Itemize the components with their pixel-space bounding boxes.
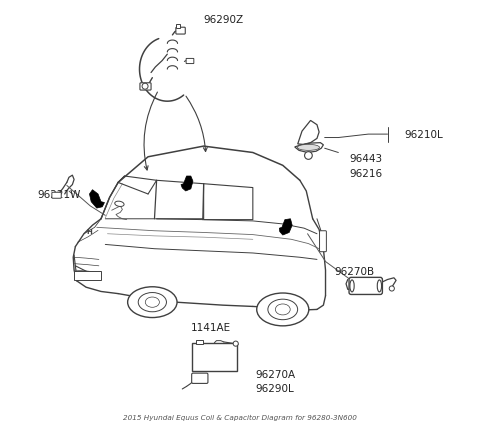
Circle shape — [305, 151, 312, 159]
Text: H: H — [86, 230, 92, 236]
FancyBboxPatch shape — [192, 343, 237, 372]
Text: 96210L: 96210L — [405, 130, 444, 140]
Ellipse shape — [276, 304, 290, 315]
Ellipse shape — [377, 280, 382, 292]
Text: 1141AE: 1141AE — [191, 323, 231, 333]
FancyBboxPatch shape — [186, 58, 194, 63]
FancyBboxPatch shape — [176, 27, 185, 34]
Polygon shape — [295, 143, 324, 152]
Circle shape — [233, 341, 238, 346]
Text: 96290Z: 96290Z — [204, 15, 244, 25]
FancyBboxPatch shape — [349, 278, 383, 294]
Ellipse shape — [350, 280, 354, 292]
Text: 96221W: 96221W — [37, 190, 80, 200]
Polygon shape — [181, 176, 193, 191]
Ellipse shape — [268, 299, 298, 320]
Circle shape — [142, 83, 148, 89]
Polygon shape — [298, 121, 319, 145]
Text: 96216: 96216 — [349, 169, 382, 179]
FancyBboxPatch shape — [52, 192, 61, 198]
Ellipse shape — [138, 293, 167, 312]
Text: 96443: 96443 — [349, 154, 382, 164]
FancyBboxPatch shape — [74, 272, 101, 280]
FancyBboxPatch shape — [320, 231, 326, 252]
Circle shape — [389, 286, 395, 291]
Polygon shape — [89, 190, 105, 208]
FancyBboxPatch shape — [140, 83, 151, 90]
Ellipse shape — [115, 201, 124, 206]
FancyBboxPatch shape — [196, 340, 203, 344]
FancyBboxPatch shape — [192, 373, 208, 384]
Polygon shape — [279, 219, 292, 235]
Text: 96290L: 96290L — [255, 384, 294, 393]
Ellipse shape — [257, 293, 309, 326]
Text: 2015 Hyundai Equus Coil & Capacitor Diagram for 96280-3N600: 2015 Hyundai Equus Coil & Capacitor Diag… — [123, 414, 357, 420]
Text: 96270B: 96270B — [334, 267, 374, 277]
Text: 96270A: 96270A — [255, 370, 295, 380]
Ellipse shape — [145, 297, 159, 307]
Ellipse shape — [128, 287, 177, 317]
Ellipse shape — [297, 145, 320, 150]
